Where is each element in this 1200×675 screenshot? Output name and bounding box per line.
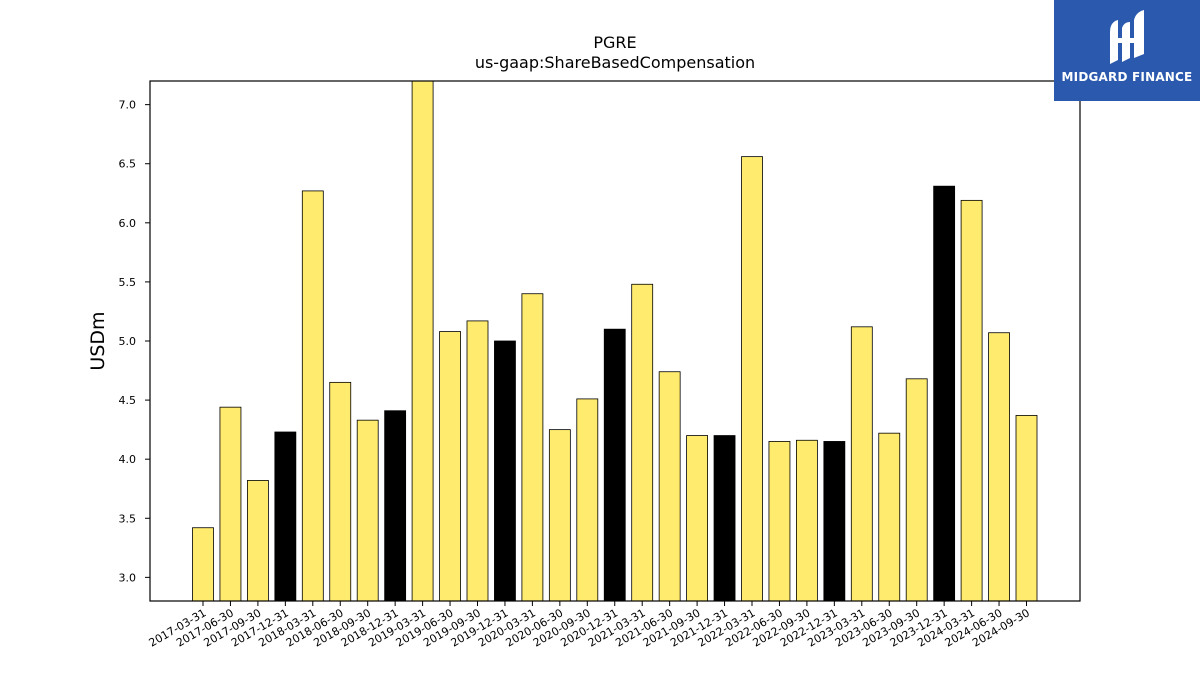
y-tick-label: 3.0 — [119, 571, 137, 584]
bar — [603, 328, 626, 601]
y-axis: 3.0 3.5 4.0 4.5 5.0 5.5 6.0 6.5 7.0 — [119, 99, 150, 584]
bar — [1015, 415, 1038, 601]
bar — [988, 332, 1010, 601]
y-tick-label: 7.0 — [119, 99, 137, 112]
plot-frame — [149, 80, 1081, 602]
bar — [246, 480, 269, 601]
bar — [796, 439, 818, 601]
bar — [713, 435, 736, 601]
y-tick-label: 4.0 — [119, 453, 137, 466]
midgard-logo-icon — [1110, 10, 1144, 64]
bar — [631, 283, 654, 601]
chart-subtitle: us-gaap:ShareBasedCompensation — [475, 53, 755, 72]
bar — [905, 378, 928, 601]
bar — [823, 441, 846, 601]
x-axis: 2017-03-312017-06-302017-09-302017-12-31… — [147, 601, 1032, 650]
midgard-finance-logo: MIDGARD FINANCE — [1054, 0, 1200, 101]
bar — [521, 293, 544, 601]
y-tick-label: 4.5 — [119, 394, 137, 407]
bar — [741, 156, 763, 601]
y-axis-label: USDm — [87, 311, 109, 370]
bars-group — [192, 81, 1038, 601]
y-tick-label: 5.5 — [119, 276, 137, 289]
bar — [219, 406, 242, 601]
logo-text: MIDGARD FINANCE — [1061, 70, 1193, 84]
bar — [494, 340, 516, 601]
bar — [192, 527, 214, 601]
bar — [960, 199, 983, 601]
bar — [301, 190, 324, 601]
bar — [356, 419, 379, 601]
bar — [850, 326, 873, 601]
bar — [329, 381, 352, 601]
y-tick-label: 5.0 — [119, 335, 137, 348]
bar — [933, 185, 956, 601]
bar — [768, 441, 791, 601]
bar — [411, 81, 434, 601]
bar — [384, 410, 407, 601]
bar — [576, 398, 599, 601]
bar — [658, 371, 681, 601]
y-tick-label: 3.5 — [119, 512, 137, 525]
bar — [439, 331, 461, 601]
y-tick-label: 6.5 — [119, 158, 137, 171]
bar — [878, 432, 901, 601]
bar — [466, 320, 489, 601]
bar — [548, 429, 571, 601]
chart-title: PGRE — [593, 33, 636, 52]
bar — [686, 435, 708, 601]
bar — [274, 431, 297, 601]
y-tick-label: 6.0 — [119, 217, 137, 230]
